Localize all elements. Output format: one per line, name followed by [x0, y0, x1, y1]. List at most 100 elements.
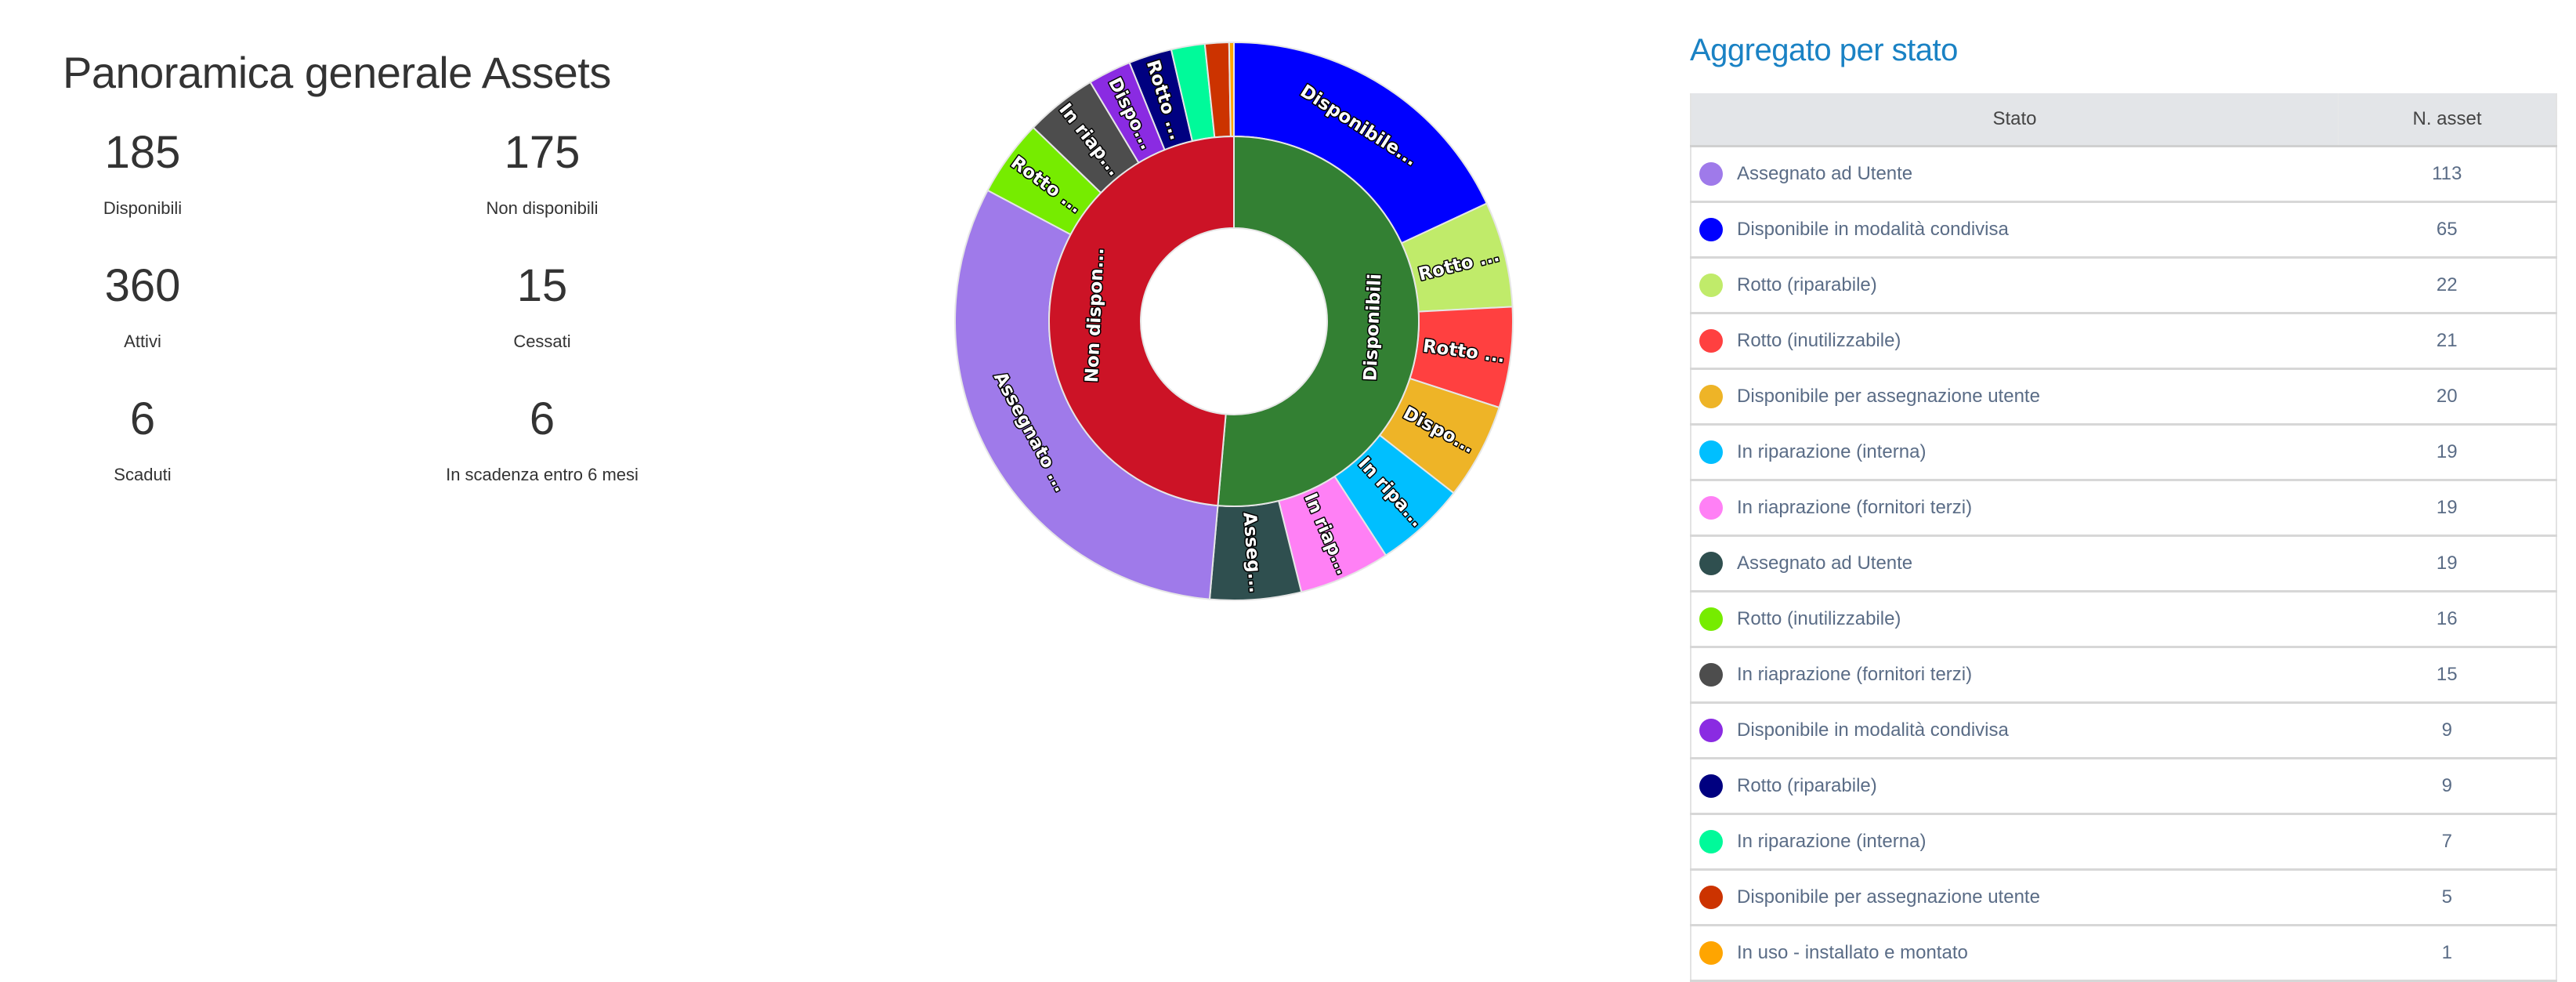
stato-label: Rotto (inutilizzabile) [1737, 608, 1901, 629]
stato-cell: Rotto (riparabile) [1691, 758, 2339, 815]
stato-cell: In riparazione (interna) [1691, 814, 2339, 871]
status-color-dot [1699, 552, 1723, 575]
stato-label: Disponibile in modalità condivisa [1737, 719, 2009, 741]
stato-label: Rotto (riparabile) [1737, 775, 1877, 796]
stato-label: Disponibile in modalità condivisa [1737, 219, 2009, 240]
n-asset-cell: 19 [2338, 480, 2556, 537]
stato-cell: In riaprazione (fornitori terzi) [1691, 647, 2339, 704]
stat-attivi: 360 Attivi [0, 261, 323, 352]
table-row[interactable]: Assegnato ad Utente 19 [1691, 535, 2556, 592]
stat-label: Disponibili [103, 198, 183, 218]
n-asset-cell: 65 [2338, 201, 2556, 259]
status-color-dot [1699, 329, 1723, 353]
outer-segment[interactable] [1228, 41, 1235, 138]
n-asset-cell: 5 [2338, 869, 2556, 926]
stato-label: Assegnato ad Utente [1737, 553, 1913, 574]
n-asset-cell: 7 [2338, 814, 2556, 871]
status-color-dot [1699, 162, 1723, 186]
stat-label: Cessati [513, 332, 571, 351]
n-asset-cell: 21 [2338, 313, 2556, 370]
n-asset-cell: 9 [2338, 702, 2556, 759]
stato-cell: Rotto (inutilizzabile) [1691, 591, 2339, 648]
table-row[interactable]: Rotto (inutilizzabile) 21 [1691, 313, 2556, 370]
stat-label: In scadenza entro 6 mesi [446, 465, 639, 484]
status-color-dot [1699, 385, 1723, 408]
inner-segment[interactable] [1217, 135, 1420, 507]
stat-label: Scaduti [114, 465, 172, 484]
n-asset-cell: 19 [2338, 424, 2556, 481]
stat-non-disponibili: 175 Non disponibili [362, 128, 722, 219]
stat-in-scadenza: 6 In scadenza entro 6 mesi [362, 394, 722, 485]
stato-label: In riaprazione (fornitori terzi) [1737, 664, 1973, 685]
n-asset-cell: 9 [2338, 758, 2556, 815]
stato-label: Disponibile per assegnazione utente [1737, 386, 2040, 407]
table-row[interactable]: Assegnato ad Utente 113 [1691, 146, 2556, 203]
table-row[interactable]: In uso - installato e montato 1 [1691, 925, 2556, 982]
table-row[interactable]: Disponibile in modalità condivisa 9 [1691, 702, 2556, 759]
table-row[interactable]: In riparazione (interna) 19 [1691, 424, 2556, 481]
status-color-dot [1699, 440, 1723, 464]
status-color-dot [1699, 719, 1723, 742]
stato-cell: Disponibile in modalità condivisa [1691, 201, 2339, 259]
status-color-dot [1699, 830, 1723, 853]
column-header-stato[interactable]: Stato [1691, 93, 2339, 147]
status-color-dot [1699, 496, 1723, 520]
stat-value: 360 [104, 260, 181, 311]
stato-cell: Disponibile per assegnazione utente [1691, 368, 2339, 426]
status-table: Stato N. asset Assegnato ad Utente 113 Dis… [1690, 93, 2557, 982]
stato-cell: In riparazione (interna) [1691, 424, 2339, 481]
column-header-n-asset[interactable]: N. asset [2338, 93, 2557, 147]
stato-cell: In riaprazione (fornitori terzi) [1691, 480, 2339, 537]
stato-label: Rotto (inutilizzabile) [1737, 330, 1901, 351]
inner-segment[interactable] [1048, 135, 1235, 507]
stato-cell: Assegnato ad Utente [1691, 146, 2339, 203]
status-color-dot [1699, 774, 1723, 798]
table-row[interactable]: Rotto (riparabile) 22 [1691, 257, 2556, 314]
stato-label: Disponibile per assegnazione utente [1737, 886, 2040, 908]
status-color-dot [1699, 607, 1723, 631]
stato-label: In riparazione (interna) [1737, 831, 1927, 852]
table-row[interactable]: Disponibile per assegnazione utente 20 [1691, 368, 2556, 426]
table-title: Aggregato per stato [1690, 33, 1958, 67]
stato-cell: Disponibile in modalità condivisa [1691, 702, 2339, 759]
stato-cell: Rotto (riparabile) [1691, 257, 2339, 314]
stat-value: 15 [516, 260, 568, 311]
stato-label: In riparazione (interna) [1737, 441, 1927, 462]
status-color-dot [1699, 274, 1723, 297]
stato-cell: In uso - installato e montato [1691, 925, 2339, 982]
stat-value: 185 [104, 127, 181, 178]
n-asset-cell: 20 [2338, 368, 2556, 426]
stato-label: Assegnato ad Utente [1737, 163, 1913, 184]
table-row[interactable]: Rotto (riparabile) 9 [1691, 758, 2556, 815]
stato-cell: Disponibile per assegnazione utente [1691, 869, 2339, 926]
stato-cell: Rotto (inutilizzabile) [1691, 313, 2339, 370]
table-row[interactable]: In riaprazione (fornitori terzi) 15 [1691, 647, 2556, 704]
stat-cessati: 15 Cessati [362, 261, 722, 352]
n-asset-cell: 15 [2338, 647, 2556, 704]
n-asset-cell: 113 [2338, 146, 2556, 203]
stato-label: Rotto (riparabile) [1737, 274, 1877, 295]
table-row[interactable]: Disponibile per assegnazione utente 5 [1691, 869, 2556, 926]
n-asset-cell: 1 [2338, 925, 2556, 982]
stat-value: 175 [504, 127, 581, 178]
status-color-dot [1699, 941, 1723, 965]
status-color-dot [1699, 663, 1723, 687]
stat-value: 6 [529, 393, 555, 444]
table-row[interactable]: Rotto (inutilizzabile) 16 [1691, 591, 2556, 648]
stato-label: In riaprazione (fornitori terzi) [1737, 497, 1973, 518]
page-title: Panoramica generale Assets [63, 48, 611, 97]
stat-scaduti: 6 Scaduti [0, 394, 323, 485]
stat-disponibili: 185 Disponibili [0, 128, 323, 219]
table-row[interactable]: In riparazione (interna) 7 [1691, 814, 2556, 871]
status-color-dot [1699, 218, 1723, 241]
stato-cell: Assegnato ad Utente [1691, 535, 2339, 592]
table-row[interactable]: Disponibile in modalità condivisa 65 [1691, 201, 2556, 259]
sunburst-chart: Disponibile...Rotto ...Rotto ...Dispo...… [954, 41, 1514, 601]
n-asset-cell: 19 [2338, 535, 2556, 592]
stat-label: Attivi [124, 332, 161, 351]
stato-label: In uso - installato e montato [1737, 942, 1968, 963]
table-row[interactable]: In riaprazione (fornitori terzi) 19 [1691, 480, 2556, 537]
n-asset-cell: 22 [2338, 257, 2556, 314]
stat-label: Non disponibili [486, 198, 599, 218]
status-color-dot [1699, 886, 1723, 909]
